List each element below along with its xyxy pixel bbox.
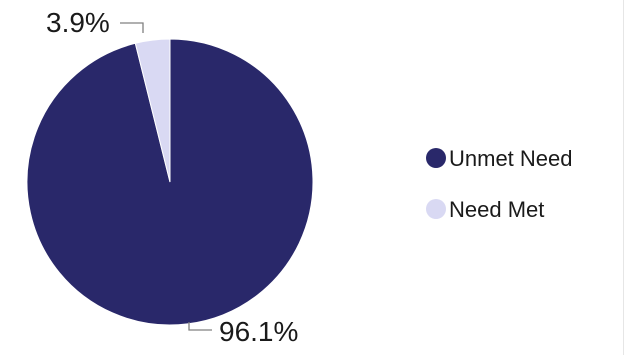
- legend-item-unmet-need: Unmet Need: [426, 146, 573, 171]
- leader-line-unmet-need: [188, 322, 212, 331]
- legend-swatch-need-met: [426, 199, 446, 219]
- legend-label-need-met: Need Met: [449, 197, 544, 222]
- panel-edge-divider: [623, 0, 624, 355]
- leader-line-need-met: [120, 22, 144, 33]
- slice-label-need-met: 3.9%: [46, 7, 110, 38]
- labels-layer: 96.1% 3.9%: [46, 7, 298, 347]
- legend-item-need-met: Need Met: [426, 197, 544, 222]
- legend-swatch-unmet-need: [426, 148, 446, 168]
- pie-slice-need-met: [134, 38, 171, 183]
- legend: Unmet Need Need Met: [426, 146, 573, 222]
- slice-label-unmet-need: 96.1%: [219, 316, 298, 347]
- legend-label-unmet-need: Unmet Need: [449, 146, 573, 171]
- slices-layer: [26, 38, 314, 326]
